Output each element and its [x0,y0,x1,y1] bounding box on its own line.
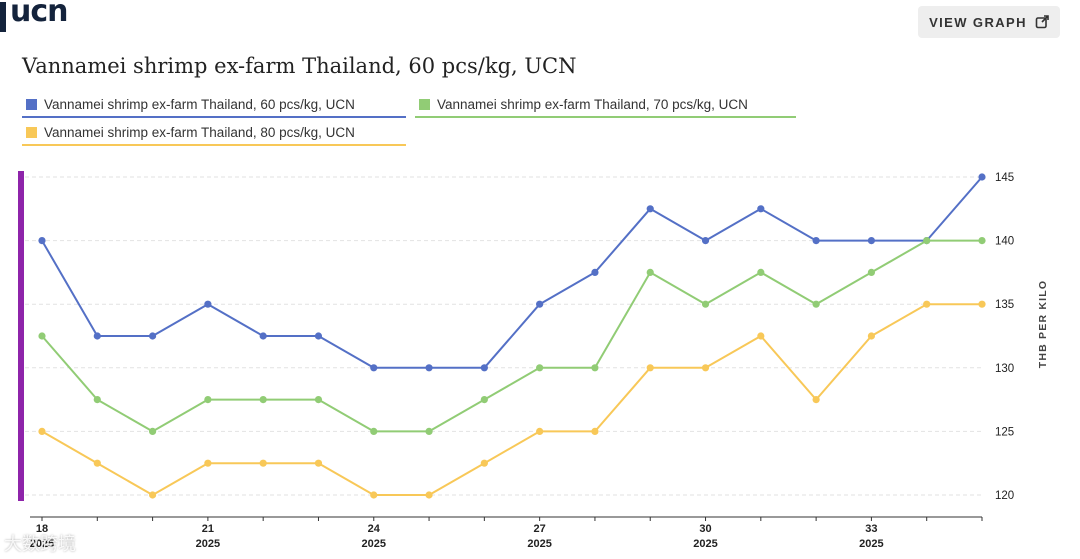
data-point-series-0 [591,268,599,276]
ucn-logo[interactable]: ucn [10,0,68,29]
data-point-series-2 [370,491,378,499]
x-tick-label-week: 30 [699,523,711,535]
legend-swatch-60 [26,99,37,110]
data-point-series-1 [867,268,876,276]
y-tick-label: 145 [995,172,1014,184]
data-point-series-2 [646,364,654,372]
data-point-series-0 [204,300,212,308]
data-point-series-1 [591,364,599,372]
data-point-series-1 [536,364,544,372]
data-point-series-2 [204,459,212,467]
y-tick-label: 130 [995,363,1014,375]
x-tick-label-week: 24 [368,523,381,535]
data-point-series-2 [148,491,157,499]
data-point-series-1 [757,268,765,276]
data-point-series-2 [259,459,267,467]
data-point-series-0 [38,237,46,245]
legend-item-70[interactable]: Vannamei shrimp ex-farm Thailand, 70 pcs… [419,97,748,112]
chart-title: Vannamei shrimp ex-farm Thailand, 60 pcs… [22,54,577,78]
data-point-series-0 [646,205,654,213]
data-point-series-2 [757,332,765,340]
x-tick-label-year: 2025 [196,538,220,550]
data-point-series-1 [93,396,101,404]
data-point-series-0 [425,364,433,372]
data-point-series-1 [978,237,986,245]
data-point-series-0 [701,237,710,245]
series-line-2 [41,303,982,496]
data-point-series-2 [314,459,323,467]
data-point-series-1 [204,396,212,404]
data-point-series-2 [591,427,599,435]
external-link-icon [1035,15,1049,29]
x-tick-label-year: 2025 [362,538,386,550]
data-point-series-0 [978,173,986,181]
data-point-series-1 [148,427,157,435]
legend-swatch-80 [26,127,37,138]
data-point-series-2 [536,427,544,435]
data-point-series-1 [425,427,433,435]
data-point-series-0 [148,332,157,340]
x-tick-label-year: 2025 [30,538,54,550]
series-line-1 [41,239,982,433]
data-point-series-2 [425,491,433,499]
data-point-series-2 [480,459,488,467]
data-point-series-1 [480,396,488,404]
data-point-series-0 [536,300,544,308]
y-tick-label: 125 [995,426,1014,438]
data-point-series-2 [978,300,986,308]
logo-bar [0,2,6,32]
data-point-series-1 [370,427,378,435]
legend-underline-70 [415,116,796,118]
data-point-series-1 [812,300,820,308]
legend-item-80[interactable]: Vannamei shrimp ex-farm Thailand, 80 pcs… [26,125,355,140]
x-tick-label-week: 21 [202,523,214,535]
view-graph-label: VIEW GRAPH [929,14,1027,30]
data-point-series-0 [480,364,488,372]
data-point-series-2 [701,364,710,372]
x-tick-label-year: 2025 [693,538,717,550]
y-tick-label: 135 [995,299,1014,311]
y-tick-label: 120 [995,490,1014,502]
x-tick-label-week: 27 [534,523,546,535]
x-tick-label-week: 18 [36,523,48,535]
data-point-series-1 [923,237,931,245]
data-point-series-2 [812,396,820,404]
data-point-series-0 [314,332,323,340]
data-point-series-0 [259,332,267,340]
data-point-series-1 [259,396,267,404]
data-point-series-0 [812,237,820,245]
series-line-0 [41,176,983,369]
data-point-series-1 [701,300,710,308]
data-point-series-2 [867,332,876,340]
legend-label-70: Vannamei shrimp ex-farm Thailand, 70 pcs… [437,97,748,112]
legend-underline-60 [22,116,406,118]
data-point-series-2 [38,427,46,435]
data-point-series-0 [370,364,378,372]
data-point-series-1 [38,332,46,340]
data-point-series-0 [867,237,876,245]
legend-swatch-70 [419,99,430,110]
data-point-series-0 [93,332,101,340]
data-point-series-1 [314,396,323,404]
data-point-series-1 [646,268,654,276]
range-marker [18,171,24,501]
view-graph-button[interactable]: VIEW GRAPH [918,6,1060,38]
x-tick-label-year: 2025 [859,538,883,550]
legend-underline-80 [22,144,406,146]
x-tick-label-week: 33 [865,523,877,535]
data-point-series-0 [757,205,765,213]
watermark: 大数跨境 [4,534,76,555]
data-point-series-2 [93,459,101,467]
legend-label-80: Vannamei shrimp ex-farm Thailand, 80 pcs… [44,125,355,140]
data-point-series-2 [923,300,931,308]
legend-label-60: Vannamei shrimp ex-farm Thailand, 60 pcs… [44,97,355,112]
legend-item-60[interactable]: Vannamei shrimp ex-farm Thailand, 60 pcs… [26,97,355,112]
x-tick-label-year: 2025 [527,538,551,550]
y-tick-label: 140 [995,236,1014,248]
